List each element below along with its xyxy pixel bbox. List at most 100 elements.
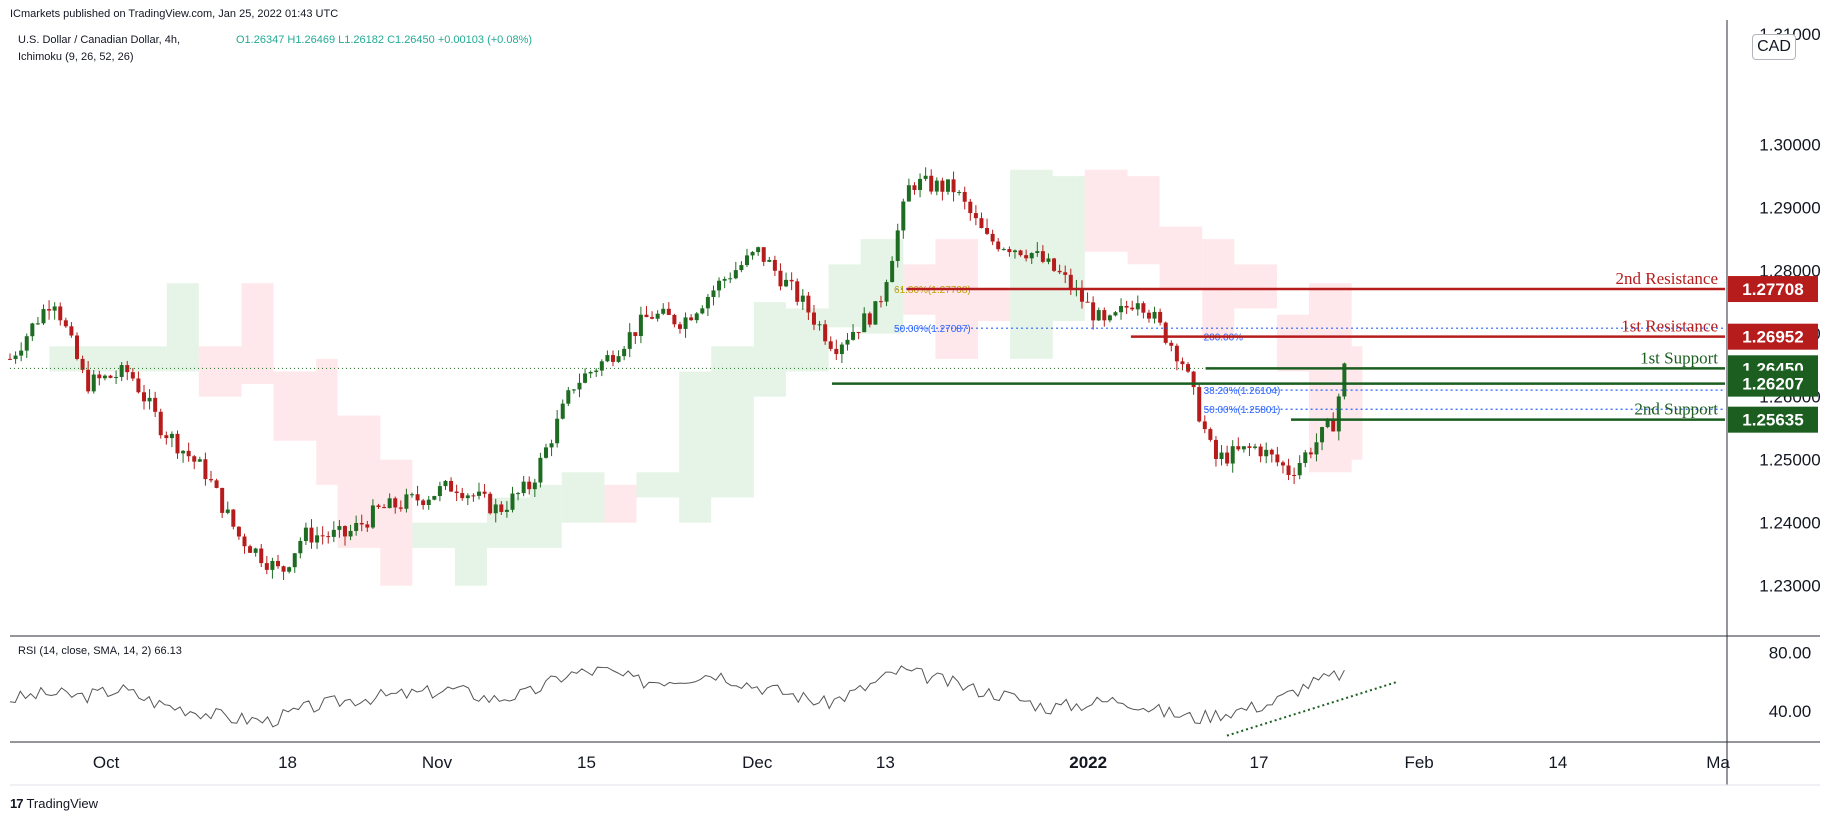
ichimoku-cloud-segment (828, 264, 861, 328)
fib-level-label: 61.80%(1.27708) (894, 285, 971, 296)
ichimoku-cloud-segment (380, 459, 413, 586)
footer-branding: 17 TradingView (10, 796, 98, 811)
x-tick-label: Ma (1706, 753, 1730, 772)
candle-body (164, 435, 169, 439)
ichimoku-cloud-segment (1234, 264, 1277, 309)
candle-body (409, 494, 414, 496)
ichimoku-cloud-segment (1052, 176, 1085, 322)
candle-body (985, 227, 990, 234)
candle-body (1258, 446, 1263, 457)
ichimoku-cloud-segment (316, 358, 338, 485)
candle-body (1213, 439, 1218, 459)
candle-body (337, 526, 342, 530)
candle-body (370, 505, 375, 528)
ichimoku-cloud-segment (711, 346, 754, 498)
candle-body (348, 530, 353, 537)
level-name: 2nd Support (1634, 400, 1718, 419)
candle-body (918, 178, 923, 190)
candle-body (454, 491, 459, 494)
candle-body (817, 324, 822, 326)
candle-body (761, 247, 766, 262)
candle-body (1091, 302, 1096, 321)
candle-body (705, 296, 710, 309)
ichimoku-cloud-segment (561, 472, 605, 523)
candle-body (532, 482, 537, 490)
rsi-tick-label: 80.00 (1769, 644, 1812, 663)
candle-body (1325, 419, 1330, 428)
candle-body (1219, 452, 1224, 459)
candle-body (125, 365, 130, 373)
currency-badge[interactable]: CAD (1752, 34, 1796, 60)
candle-body (214, 480, 219, 488)
fib-level-label: 50.00%(1.27087) (894, 324, 971, 335)
candle-body (1158, 311, 1163, 323)
candle-body (19, 350, 24, 356)
candle-body (1085, 301, 1090, 303)
candle-body (555, 418, 560, 444)
candle-body (1336, 396, 1341, 432)
candle-body (549, 443, 554, 448)
candle-body (1018, 250, 1023, 256)
candle-body (957, 192, 962, 194)
candle-body (979, 218, 984, 228)
candle-body (141, 392, 146, 402)
candle-body (666, 308, 671, 315)
candle-body (114, 376, 119, 378)
candle-body (1079, 288, 1084, 302)
candle-body (650, 317, 655, 319)
rsi-value: 66.13 (154, 645, 182, 657)
candle-body (1141, 303, 1146, 313)
candle-body (270, 560, 275, 570)
candle-body (990, 233, 995, 242)
candle-body (465, 495, 470, 499)
candle-body (510, 493, 515, 510)
candle-body (342, 526, 347, 537)
ichimoku-cloud-segment (124, 346, 167, 372)
candle-body (878, 301, 883, 303)
y-tick-label: 1.28000 (1759, 262, 1820, 281)
candle-body (594, 370, 599, 372)
candle-body (521, 481, 526, 494)
candle-body (867, 313, 872, 325)
candle-body (945, 179, 950, 192)
candle-body (839, 344, 844, 355)
ichimoku-cloud-segment (241, 283, 274, 385)
candle-body (661, 308, 666, 314)
x-tick-label: 14 (1548, 753, 1567, 772)
candle-body (1241, 446, 1246, 450)
candle-body (929, 175, 934, 192)
ichimoku-cloud-segment (412, 522, 455, 548)
candle-body (186, 450, 191, 457)
candle-body (588, 371, 593, 374)
candle-body (8, 358, 12, 360)
candle-body (1063, 272, 1068, 275)
candle-body (856, 332, 861, 334)
candle-body (499, 504, 504, 512)
candle-body (756, 247, 761, 253)
candle-body (197, 459, 202, 462)
candle-body (203, 459, 208, 480)
publisher-line: ICmarkets published on TradingView.com, … (10, 8, 339, 20)
candle-body (717, 280, 722, 291)
candle-body (331, 529, 336, 537)
y-tick-label: 1.23000 (1759, 577, 1820, 596)
candle-body (622, 348, 627, 357)
candle-body (644, 314, 649, 318)
x-tick-label: 13 (876, 753, 895, 772)
y-tick-label: 1.29000 (1759, 199, 1820, 218)
candle-body (1024, 255, 1029, 259)
x-tick-label: Nov (422, 753, 453, 772)
x-tick-label: 2022 (1069, 753, 1107, 772)
candle-body (1057, 270, 1062, 273)
candle-body (63, 320, 68, 327)
candle-body (393, 498, 398, 508)
candle-body (1297, 462, 1302, 476)
candle-body (543, 447, 548, 458)
candle-body (192, 456, 197, 462)
candle-body (493, 504, 498, 514)
ichimoku-cloud-segment (1084, 169, 1128, 252)
candle-body (421, 500, 426, 505)
candle-body (387, 498, 392, 509)
candle-body (443, 480, 448, 487)
candle-body (1275, 454, 1280, 463)
